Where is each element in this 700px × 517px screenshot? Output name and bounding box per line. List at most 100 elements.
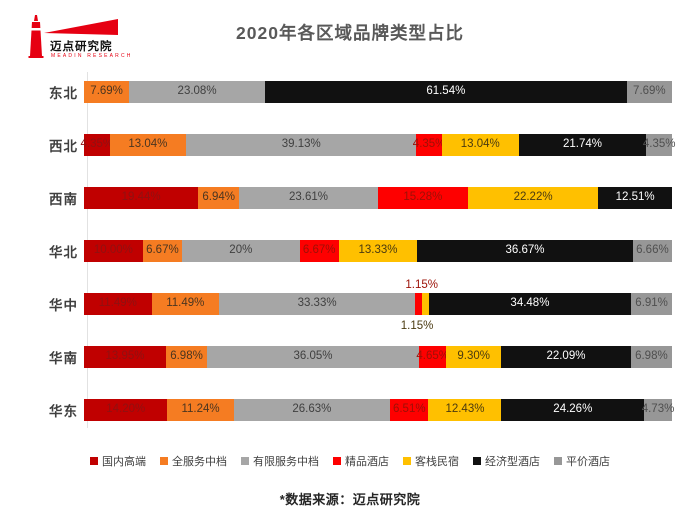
legend-swatch-icon xyxy=(160,457,168,465)
bar-segment: 12.51% xyxy=(598,187,672,209)
bar-segment-label: 23.61% xyxy=(288,191,328,204)
logo-subtitle: MEADIN RESEARCH xyxy=(51,53,133,59)
bar-segment-label: 23.08% xyxy=(177,85,217,98)
bar-segment: 23.08% xyxy=(129,81,265,103)
bar-segment: 1.15% xyxy=(401,293,433,332)
bar-segment: 6.91% xyxy=(631,293,672,315)
bar-segment: 26.63% xyxy=(233,399,391,421)
bar-segment-label: 6.98% xyxy=(170,350,203,363)
bar-segment: 4.35% xyxy=(80,134,113,156)
bar-segment: 7.69% xyxy=(84,81,130,103)
legend-item: 精品酒店 xyxy=(333,453,389,469)
bar-segment-label: 4.35% xyxy=(80,138,114,151)
bar-segment-label: 7.69% xyxy=(90,85,123,98)
bar-segment: 9.30% xyxy=(446,346,502,368)
chart-row: 华南 13.95% 6.98% 36.05% 4.65% 9.30% 22.09% 6.98% xyxy=(0,346,700,368)
bar-segment-label: 1.15% xyxy=(400,320,434,332)
legend-label: 客栈民宿 xyxy=(415,456,459,468)
bar-segment: 11.49% xyxy=(151,293,220,315)
legend-label: 经济型酒店 xyxy=(485,456,540,468)
legend-label: 有限服务中档 xyxy=(253,456,319,468)
bar-segment: 61.54% xyxy=(264,81,627,103)
chart-row: 西北 4.35% 13.04% 39.13% 4.35% 13.04% 21.74% 4.35… xyxy=(0,134,700,156)
bar-segment-label: 21.74% xyxy=(562,138,602,151)
legend-label: 国内高端 xyxy=(102,456,146,468)
bar-segment: 13.04% xyxy=(109,134,187,156)
bar-segment: 6.51% xyxy=(390,399,429,421)
bar-segment: 6.67% xyxy=(299,240,339,262)
bar-segment: 6.94% xyxy=(198,187,240,209)
bar-segment-label: 12.43% xyxy=(445,403,485,416)
bar-segment: 33.33% xyxy=(219,293,416,315)
page-title: 2020年各区域品牌类型占比 xyxy=(236,23,464,43)
bar-segment-label: 6.51% xyxy=(392,403,426,416)
bar-segment-label: 22.22% xyxy=(513,191,553,204)
bar-segment-label: 1.15% xyxy=(405,278,439,291)
bar-segment-label: 39.13% xyxy=(281,138,321,151)
category-label: 华南 xyxy=(49,351,78,366)
bar-segment: 14.20% xyxy=(84,399,168,421)
bar-segment-label: 14.20% xyxy=(106,403,146,416)
chart-row: 东北 7.69% 23.08% 61.54% 7.69% xyxy=(0,81,700,103)
bar-segment-label: 33.33% xyxy=(297,297,337,310)
legend-item: 平价酒店 xyxy=(554,453,610,469)
legend-item: 国内高端 xyxy=(90,453,146,469)
bar-segment: 6.98% xyxy=(630,346,672,368)
bar-segment: 4.73% xyxy=(642,399,674,421)
chart-row: 华中 11.49% 11.49% 33.33% 1.15% 1.15% 34.48% 6.91… xyxy=(0,279,700,332)
bar-segment: 34.48% xyxy=(428,293,632,315)
bar-segment: 13.04% xyxy=(441,134,519,156)
lighthouse-icon xyxy=(28,15,118,58)
bar-segment: 22.09% xyxy=(501,346,631,368)
legend-swatch-icon xyxy=(403,457,411,465)
bar-segment-label: 4.35% xyxy=(642,138,676,151)
category-label: 华中 xyxy=(49,298,78,313)
stacked-bar: 13.95% 6.98% 36.05% 4.65% 9.30% 22.09% 6.98% xyxy=(84,346,672,368)
bar-segment-label: 12.51% xyxy=(615,191,655,204)
bar-segment-label: 13.04% xyxy=(128,138,168,151)
bar-segment: 6.98% xyxy=(166,346,208,368)
meadin-logo: 迈点研究院 MEADIN RESEARCH xyxy=(26,9,130,65)
bar-segment-label: 24.26% xyxy=(553,403,593,416)
category-label: 西南 xyxy=(49,192,78,207)
bar-segment-label: 13.33% xyxy=(358,244,398,257)
bar-segment-label: 10.00% xyxy=(93,244,133,257)
bar-segment: 24.26% xyxy=(501,399,645,421)
bar-segment-label: 26.63% xyxy=(292,403,332,416)
bar-segment: 39.13% xyxy=(186,134,417,156)
legend-label: 平价酒店 xyxy=(566,456,610,468)
stacked-bar: 4.35% 13.04% 39.13% 4.35% 13.04% 21.74% 4.35% xyxy=(80,134,675,156)
bar-segment-label: 6.94% xyxy=(202,191,235,204)
category-label: 华北 xyxy=(49,245,78,260)
chart-row: 华北 10.00% 6.67% 20% 6.67% 13.33% 36.67% 6.66% xyxy=(0,240,700,262)
bar-segment-label: 13.95% xyxy=(105,350,145,363)
bar-segment: 22.22% xyxy=(467,187,599,209)
bar-segment-label: 6.66% xyxy=(636,244,669,257)
bar-segment: 10.00% xyxy=(84,240,143,262)
category-label: 华东 xyxy=(49,404,78,419)
bar-segment-label: 34.48% xyxy=(510,297,550,310)
legend-item: 全服务中档 xyxy=(160,453,227,469)
chart-legend: 国内高端 全服务中档 有限服务中档 精品酒店 客栈民宿 经济型酒店 平价酒店 xyxy=(0,453,700,469)
legend-swatch-icon xyxy=(241,457,249,465)
legend-label: 精品酒店 xyxy=(345,456,389,468)
bar-segment-label: 36.67% xyxy=(505,244,545,257)
chart-row: 华东 14.20% 11.24% 26.63% 6.51% 12.43% 24.26% 4.7… xyxy=(0,399,700,421)
category-label: 西北 xyxy=(49,139,78,154)
bar-segment-label: 19.44% xyxy=(121,191,161,204)
bar-segment-label: 6.67% xyxy=(146,244,179,257)
bar-segment: 13.33% xyxy=(338,240,418,262)
stacked-bar: 7.69% 23.08% 61.54% 7.69% xyxy=(84,81,672,103)
logo-title: 迈点研究院 xyxy=(50,41,113,53)
legend-swatch-icon xyxy=(90,457,98,465)
bar-segment: 4.35% xyxy=(643,134,675,156)
bar-segment-label: 7.69% xyxy=(633,85,666,98)
legend-item: 有限服务中档 xyxy=(241,453,319,469)
bar-segment: 7.69% xyxy=(626,81,672,103)
bar-segment: 36.67% xyxy=(417,240,633,262)
bar-segment: 12.43% xyxy=(428,399,502,421)
stacked-bar: 11.49% 11.49% 33.33% 1.15% 1.15% 34.48% 6.91% xyxy=(84,279,672,332)
stacked-bar: 10.00% 6.67% 20% 6.67% 13.33% 36.67% 6.66% xyxy=(84,240,672,262)
bar-segment-label: 15.28% xyxy=(403,191,443,204)
